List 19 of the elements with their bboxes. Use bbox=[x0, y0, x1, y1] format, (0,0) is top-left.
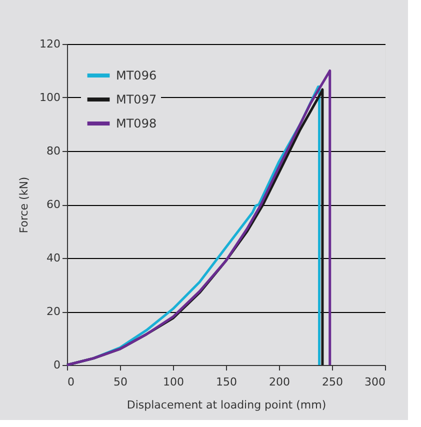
y-tick-label: 20 bbox=[46, 305, 60, 318]
y-tick-label: 100 bbox=[40, 91, 60, 104]
y-tick-label: 0 bbox=[54, 358, 60, 372]
x-tick-label: 100 bbox=[163, 376, 184, 388]
y-tick-label: 40 bbox=[46, 252, 60, 264]
x-axis-title: Displacement at loading point (mm) bbox=[126, 398, 326, 412]
x-tick-label: 50 bbox=[114, 376, 128, 388]
x-tick-label: 150 bbox=[216, 376, 237, 388]
x-tick-label: 200 bbox=[269, 376, 290, 388]
y-tick-label: 60 bbox=[46, 198, 60, 211]
legend-label: MT096 bbox=[116, 68, 157, 82]
y-tick-label: 120 bbox=[40, 38, 60, 50]
legend-label: MT098 bbox=[116, 116, 157, 130]
x-tick-label: 0 bbox=[68, 376, 74, 388]
y-axis-title: Force (kN) bbox=[18, 176, 31, 234]
legend-label: MT097 bbox=[116, 92, 157, 106]
y-tick-label: 80 bbox=[46, 144, 60, 158]
x-tick-label: 250 bbox=[322, 376, 343, 388]
x-tick-label: 300 bbox=[364, 376, 386, 388]
